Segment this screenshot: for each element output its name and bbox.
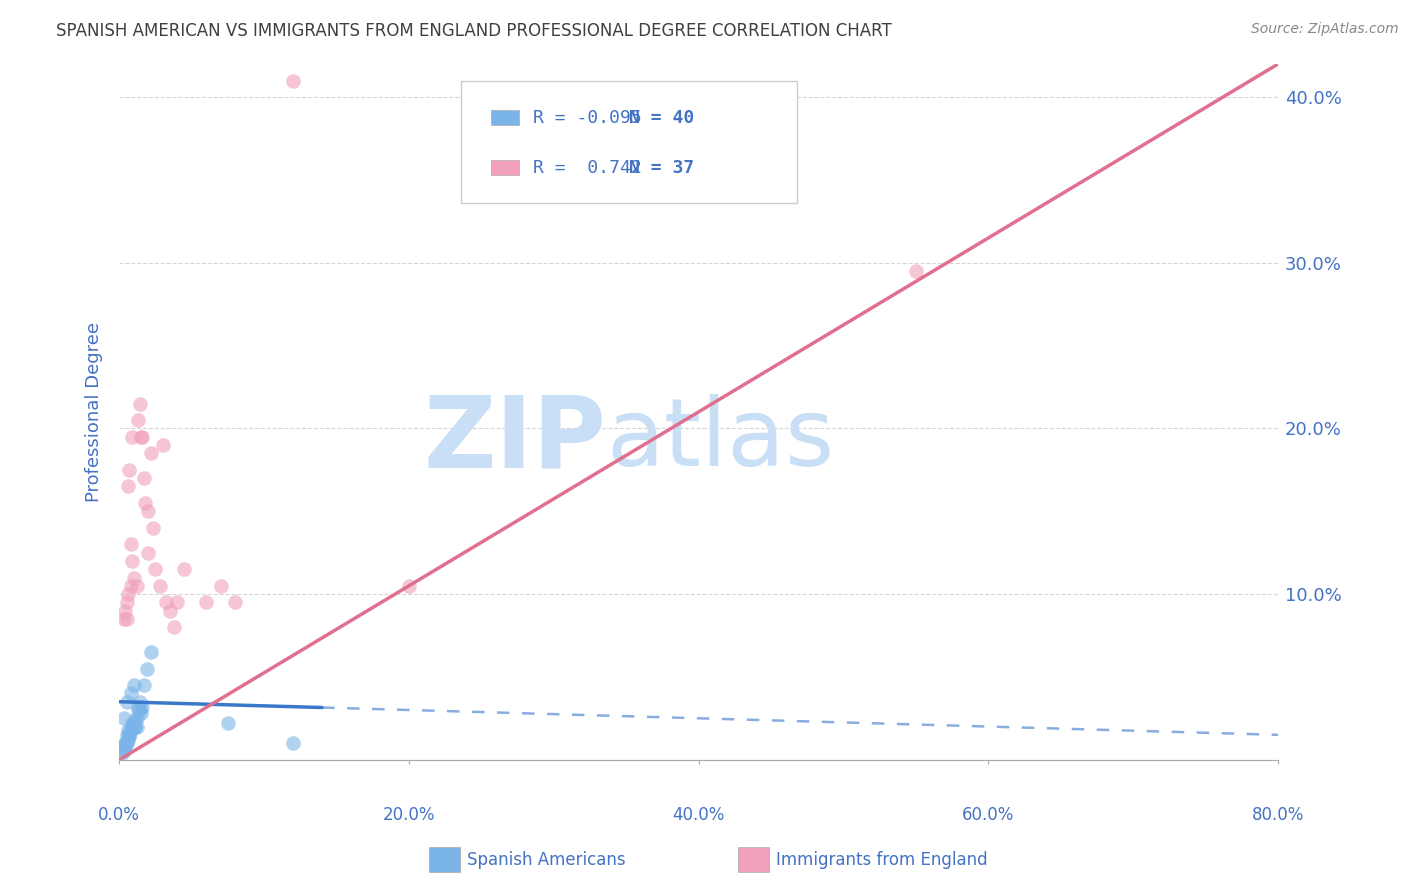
FancyBboxPatch shape (491, 110, 519, 125)
Text: 0.0%: 0.0% (98, 806, 141, 824)
Point (163, 620, 186, 634)
Point (127, 703, 149, 717)
Point (122, 570, 145, 584)
Point (136, 546, 159, 560)
Point (124, 713, 146, 727)
Point (117, 587, 139, 601)
Point (132, 678, 155, 692)
Point (122, 716, 145, 731)
Point (125, 711, 148, 725)
Point (127, 699, 149, 714)
Point (120, 579, 142, 593)
Point (120, 537, 142, 551)
Point (149, 579, 172, 593)
Point (134, 496, 156, 510)
Text: ZIP: ZIP (423, 392, 606, 488)
Point (120, 723, 142, 737)
Text: 80.0%: 80.0% (1251, 806, 1305, 824)
Point (125, 579, 148, 593)
Point (111, 739, 134, 754)
Point (117, 732, 139, 747)
Point (152, 438, 174, 452)
Point (145, 562, 167, 576)
Y-axis label: Professional Degree: Professional Degree (86, 322, 103, 502)
Point (120, 686, 142, 700)
Point (121, 716, 143, 731)
Point (117, 479, 139, 493)
Point (114, 604, 136, 618)
Text: N = 40: N = 40 (630, 109, 695, 127)
Point (131, 430, 153, 444)
Point (121, 554, 143, 568)
Point (112, 612, 135, 626)
Point (112, 744, 135, 758)
Point (115, 728, 138, 742)
Point (125, 720, 148, 734)
Point (118, 728, 141, 742)
Point (131, 699, 153, 714)
Point (142, 521, 165, 535)
Text: N = 37: N = 37 (630, 159, 695, 177)
Point (122, 678, 145, 692)
Point (136, 504, 159, 518)
Point (112, 743, 135, 757)
Point (115, 595, 138, 609)
Text: 20.0%: 20.0% (382, 806, 436, 824)
Text: atlas: atlas (606, 393, 834, 486)
Text: 60.0%: 60.0% (962, 806, 1015, 824)
Point (904, 264, 927, 278)
Point (114, 738, 136, 752)
Point (117, 723, 139, 737)
Point (122, 720, 145, 734)
Point (118, 730, 141, 744)
Text: R =  0.742: R = 0.742 (533, 159, 643, 177)
Point (159, 604, 181, 618)
Point (114, 739, 136, 754)
Point (115, 736, 138, 750)
Point (118, 728, 141, 742)
Text: Immigrants from England: Immigrants from England (776, 851, 988, 869)
Point (173, 562, 195, 576)
Text: R = -0.095: R = -0.095 (533, 109, 643, 127)
Point (135, 662, 157, 676)
Point (114, 736, 136, 750)
FancyBboxPatch shape (461, 81, 797, 203)
Point (115, 612, 138, 626)
Point (281, 736, 304, 750)
Point (115, 695, 138, 709)
Point (195, 595, 218, 609)
Point (217, 716, 239, 731)
Text: Spanish Americans: Spanish Americans (467, 851, 626, 869)
Point (128, 396, 150, 410)
Point (129, 430, 152, 444)
Point (132, 471, 155, 485)
Text: SPANISH AMERICAN VS IMMIGRANTS FROM ENGLAND PROFESSIONAL DEGREE CORRELATION CHAR: SPANISH AMERICAN VS IMMIGRANTS FROM ENGL… (56, 22, 891, 40)
Point (120, 723, 142, 737)
Point (127, 413, 149, 427)
FancyBboxPatch shape (491, 160, 519, 176)
Point (121, 430, 143, 444)
Text: 40.0%: 40.0% (672, 806, 725, 824)
Point (281, 73, 304, 87)
Point (112, 711, 135, 725)
Point (111, 746, 134, 760)
Point (398, 579, 420, 593)
Point (121, 720, 143, 734)
Point (166, 595, 188, 609)
Point (124, 720, 146, 734)
Point (118, 463, 141, 477)
Point (139, 645, 162, 659)
Point (139, 446, 162, 460)
Point (128, 703, 150, 717)
Point (224, 595, 246, 609)
Point (155, 595, 177, 609)
Point (129, 706, 152, 721)
Point (122, 720, 145, 734)
Point (128, 695, 150, 709)
Text: Source: ZipAtlas.com: Source: ZipAtlas.com (1251, 22, 1399, 37)
Point (209, 579, 232, 593)
